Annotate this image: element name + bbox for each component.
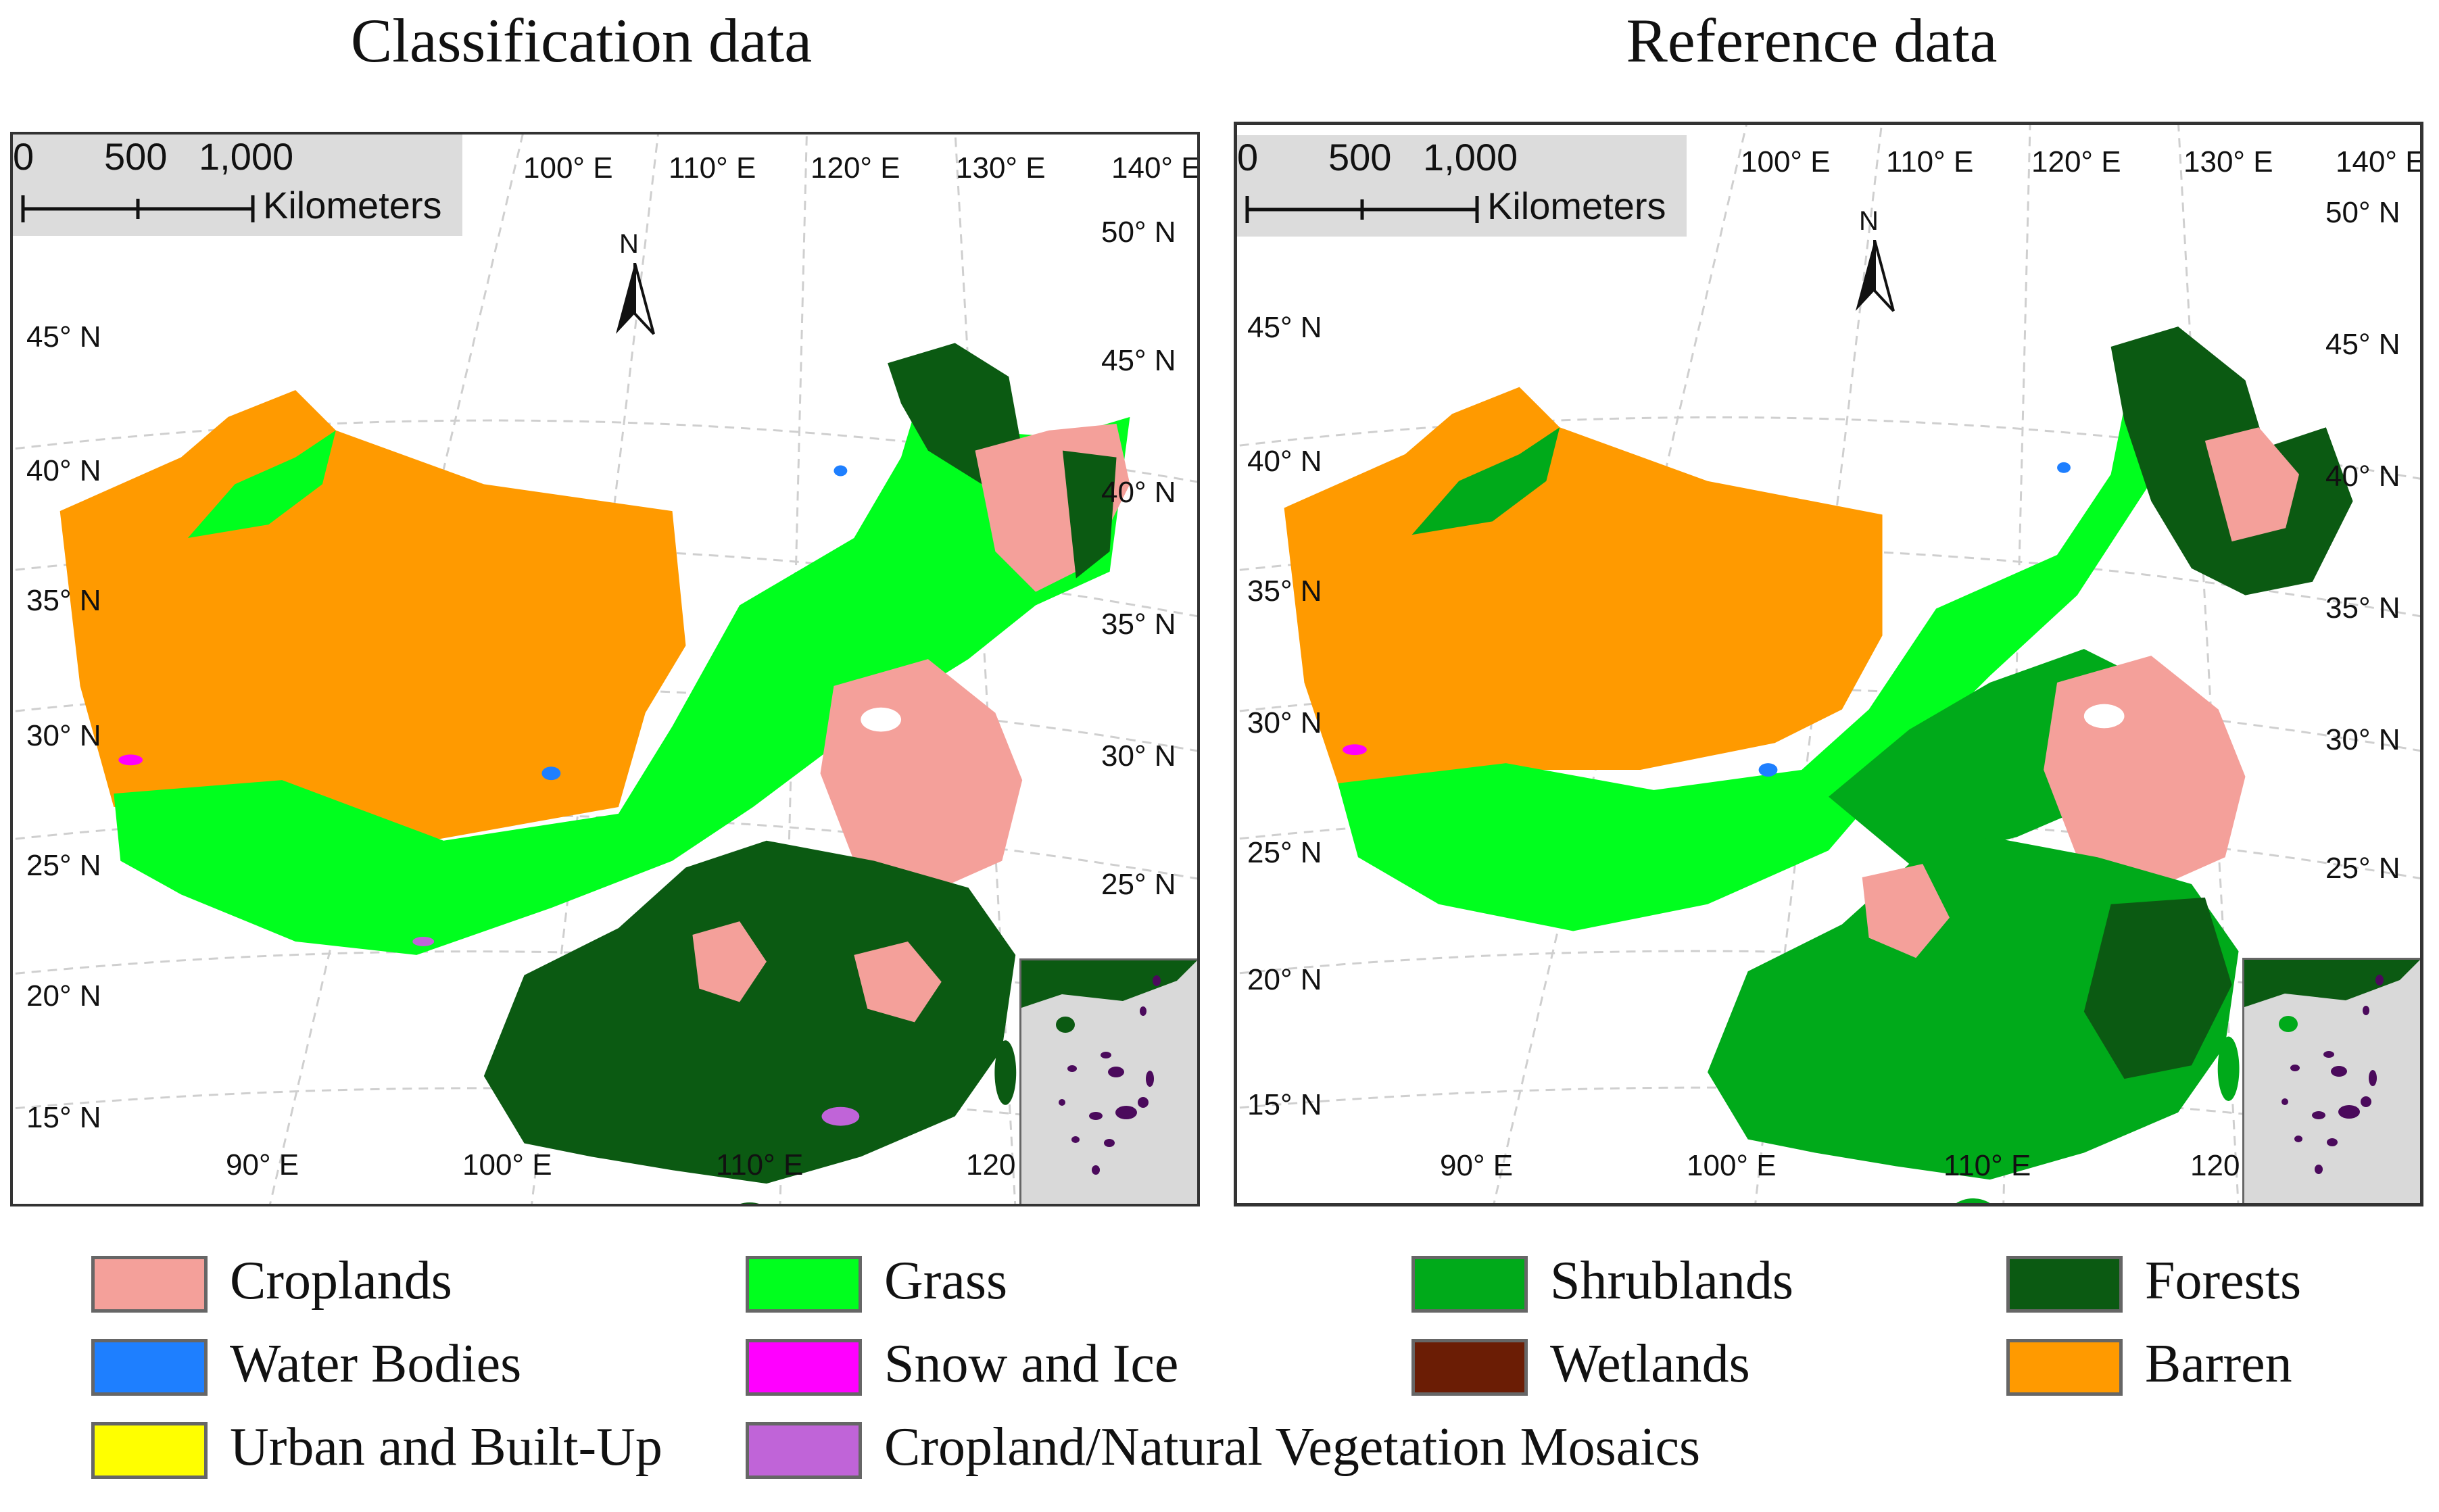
scale-bar-reference: 0 500 1,000 Kilometers (1237, 135, 1687, 237)
legend-swatch (91, 1339, 208, 1396)
lat-label-right-30: 30° N (1101, 739, 1176, 773)
lon-label-bottom-110: 110° E (1943, 1149, 2031, 1182)
lat-label-right-35: 35° N (1101, 608, 1176, 641)
lon-label-top-110: 110° E (669, 151, 756, 185)
scale-line (1245, 196, 1479, 223)
north-arrow-label: N (619, 229, 639, 259)
legend-swatch (746, 1339, 862, 1396)
lat-label-right-25: 25° N (1101, 868, 1176, 901)
scale-bar: 0 500 1,000 Kilometers (13, 135, 462, 236)
inset-islands (1021, 960, 1197, 1175)
lon-label-top-130: 130° E (956, 151, 1046, 185)
lat-label-left-35: 35° N (1247, 575, 1322, 608)
north-arrow-label: N (1859, 206, 1879, 236)
lat-label-right-45: 45° N (2325, 328, 2400, 361)
lon-label-bottom-90: 90° E (226, 1148, 299, 1181)
legend-label: Shrublands (1550, 1251, 1793, 1311)
lon-label-bottom-120: 120 (966, 1148, 1016, 1181)
lon-label-top-140: 140° E (2336, 145, 2423, 178)
lat-label-right-40: 40° N (1101, 476, 1176, 509)
lat-label-left-45: 45° N (26, 320, 101, 353)
legend-label: Wetlands (1550, 1334, 1750, 1394)
legend-swatch (2006, 1339, 2123, 1396)
lat-label-left-20: 20° N (1247, 963, 1322, 996)
inset-islands (2244, 960, 2420, 1174)
scale-tick-0: 0 (1237, 136, 1259, 178)
scale-tick-1000: 1,000 (1423, 136, 1518, 178)
scale-line (21, 195, 255, 222)
south-china-sea-inset (1019, 958, 1197, 1204)
lon-label-top-120: 120° E (811, 151, 900, 185)
legend-swatch (1411, 1339, 1528, 1396)
classification-map-graphic (13, 135, 1197, 1204)
legend-label: Forests (2145, 1251, 2302, 1311)
scale-unit: Kilometers (1487, 185, 1666, 227)
lon-label-bottom-110: 110° E (716, 1148, 804, 1181)
lat-label-right-25: 25° N (2325, 852, 2400, 885)
lon-label-top-110: 110° E (1886, 145, 1974, 178)
lon-label-bottom-100: 100° E (1687, 1149, 1777, 1182)
north-arrow-icon (1856, 240, 1895, 312)
reference-map: 0 500 1,000 Kilometers N 100° E 110° E 1… (1234, 122, 2423, 1206)
lon-label-bottom-100: 100° E (462, 1148, 552, 1181)
lat-label-right-40: 40° N (2325, 460, 2400, 493)
legend-label: Barren (2145, 1334, 2292, 1394)
lat-label-right-50: 50° N (1101, 216, 1176, 249)
lon-label-bottom-90: 90° E (1440, 1149, 1514, 1182)
lat-label-right-50: 50° N (2325, 196, 2400, 229)
lat-label-left-25: 25° N (1247, 836, 1322, 869)
scale-tick-0: 0 (13, 135, 34, 178)
lat-label-right-45: 45° N (1101, 344, 1176, 377)
right-map-title: Reference data (1626, 6, 1998, 75)
lat-label-left-40: 40° N (1247, 445, 1322, 478)
lat-label-left-35: 35° N (26, 584, 101, 617)
lat-label-right-30: 30° N (2325, 723, 2400, 756)
legend-label: Croplands (230, 1251, 452, 1311)
lon-label-top-100: 100° E (1741, 145, 1831, 178)
left-map-title: Classification data (350, 6, 813, 75)
legend: Croplands Grass Shrublands Forests Water… (0, 1244, 2439, 1512)
legend-swatch (746, 1256, 862, 1313)
lat-label-right-35: 35° N (2325, 591, 2400, 625)
lat-label-left-40: 40° N (26, 454, 101, 487)
reference-map-graphic (1237, 125, 2420, 1203)
legend-swatch (91, 1256, 208, 1313)
scale-tick-1000: 1,000 (199, 135, 294, 178)
legend-label: Water Bodies (230, 1334, 522, 1394)
lat-label-left-15: 15° N (1247, 1088, 1322, 1121)
legend-label: Urban and Built-Up (230, 1417, 662, 1477)
legend-label: Snow and Ice (884, 1334, 1179, 1394)
lon-label-top-100: 100° E (523, 151, 613, 185)
legend-swatch (746, 1422, 862, 1479)
lat-label-left-15: 15° N (26, 1101, 101, 1134)
lat-label-left-30: 30° N (1247, 706, 1322, 739)
lon-label-bottom-120: 120 (2190, 1149, 2240, 1182)
lat-label-left-45: 45° N (1247, 311, 1322, 344)
legend-swatch (1411, 1256, 1528, 1313)
scale-tick-500: 500 (1328, 136, 1392, 178)
legend-swatch (2006, 1256, 2123, 1313)
legend-swatch (91, 1422, 208, 1479)
north-arrow-icon (616, 263, 655, 335)
south-china-sea-inset (2242, 958, 2420, 1203)
lat-label-left-25: 25° N (26, 849, 101, 882)
legend-label: Grass (884, 1251, 1008, 1311)
lon-label-top-130: 130° E (2183, 145, 2273, 178)
lon-label-top-140: 140° E (1111, 151, 1200, 185)
classification-map: 0 500 1,000 Kilometers N 100° E 110° E 1… (10, 132, 1200, 1206)
lon-label-top-120: 120° E (2031, 145, 2121, 178)
lat-label-left-20: 20° N (26, 979, 101, 1013)
lat-label-left-30: 30° N (26, 719, 101, 752)
legend-label: Cropland/Natural Vegetation Mosaics (884, 1417, 1701, 1477)
scale-unit: Kilometers (263, 184, 442, 226)
scale-tick-500: 500 (104, 135, 168, 178)
